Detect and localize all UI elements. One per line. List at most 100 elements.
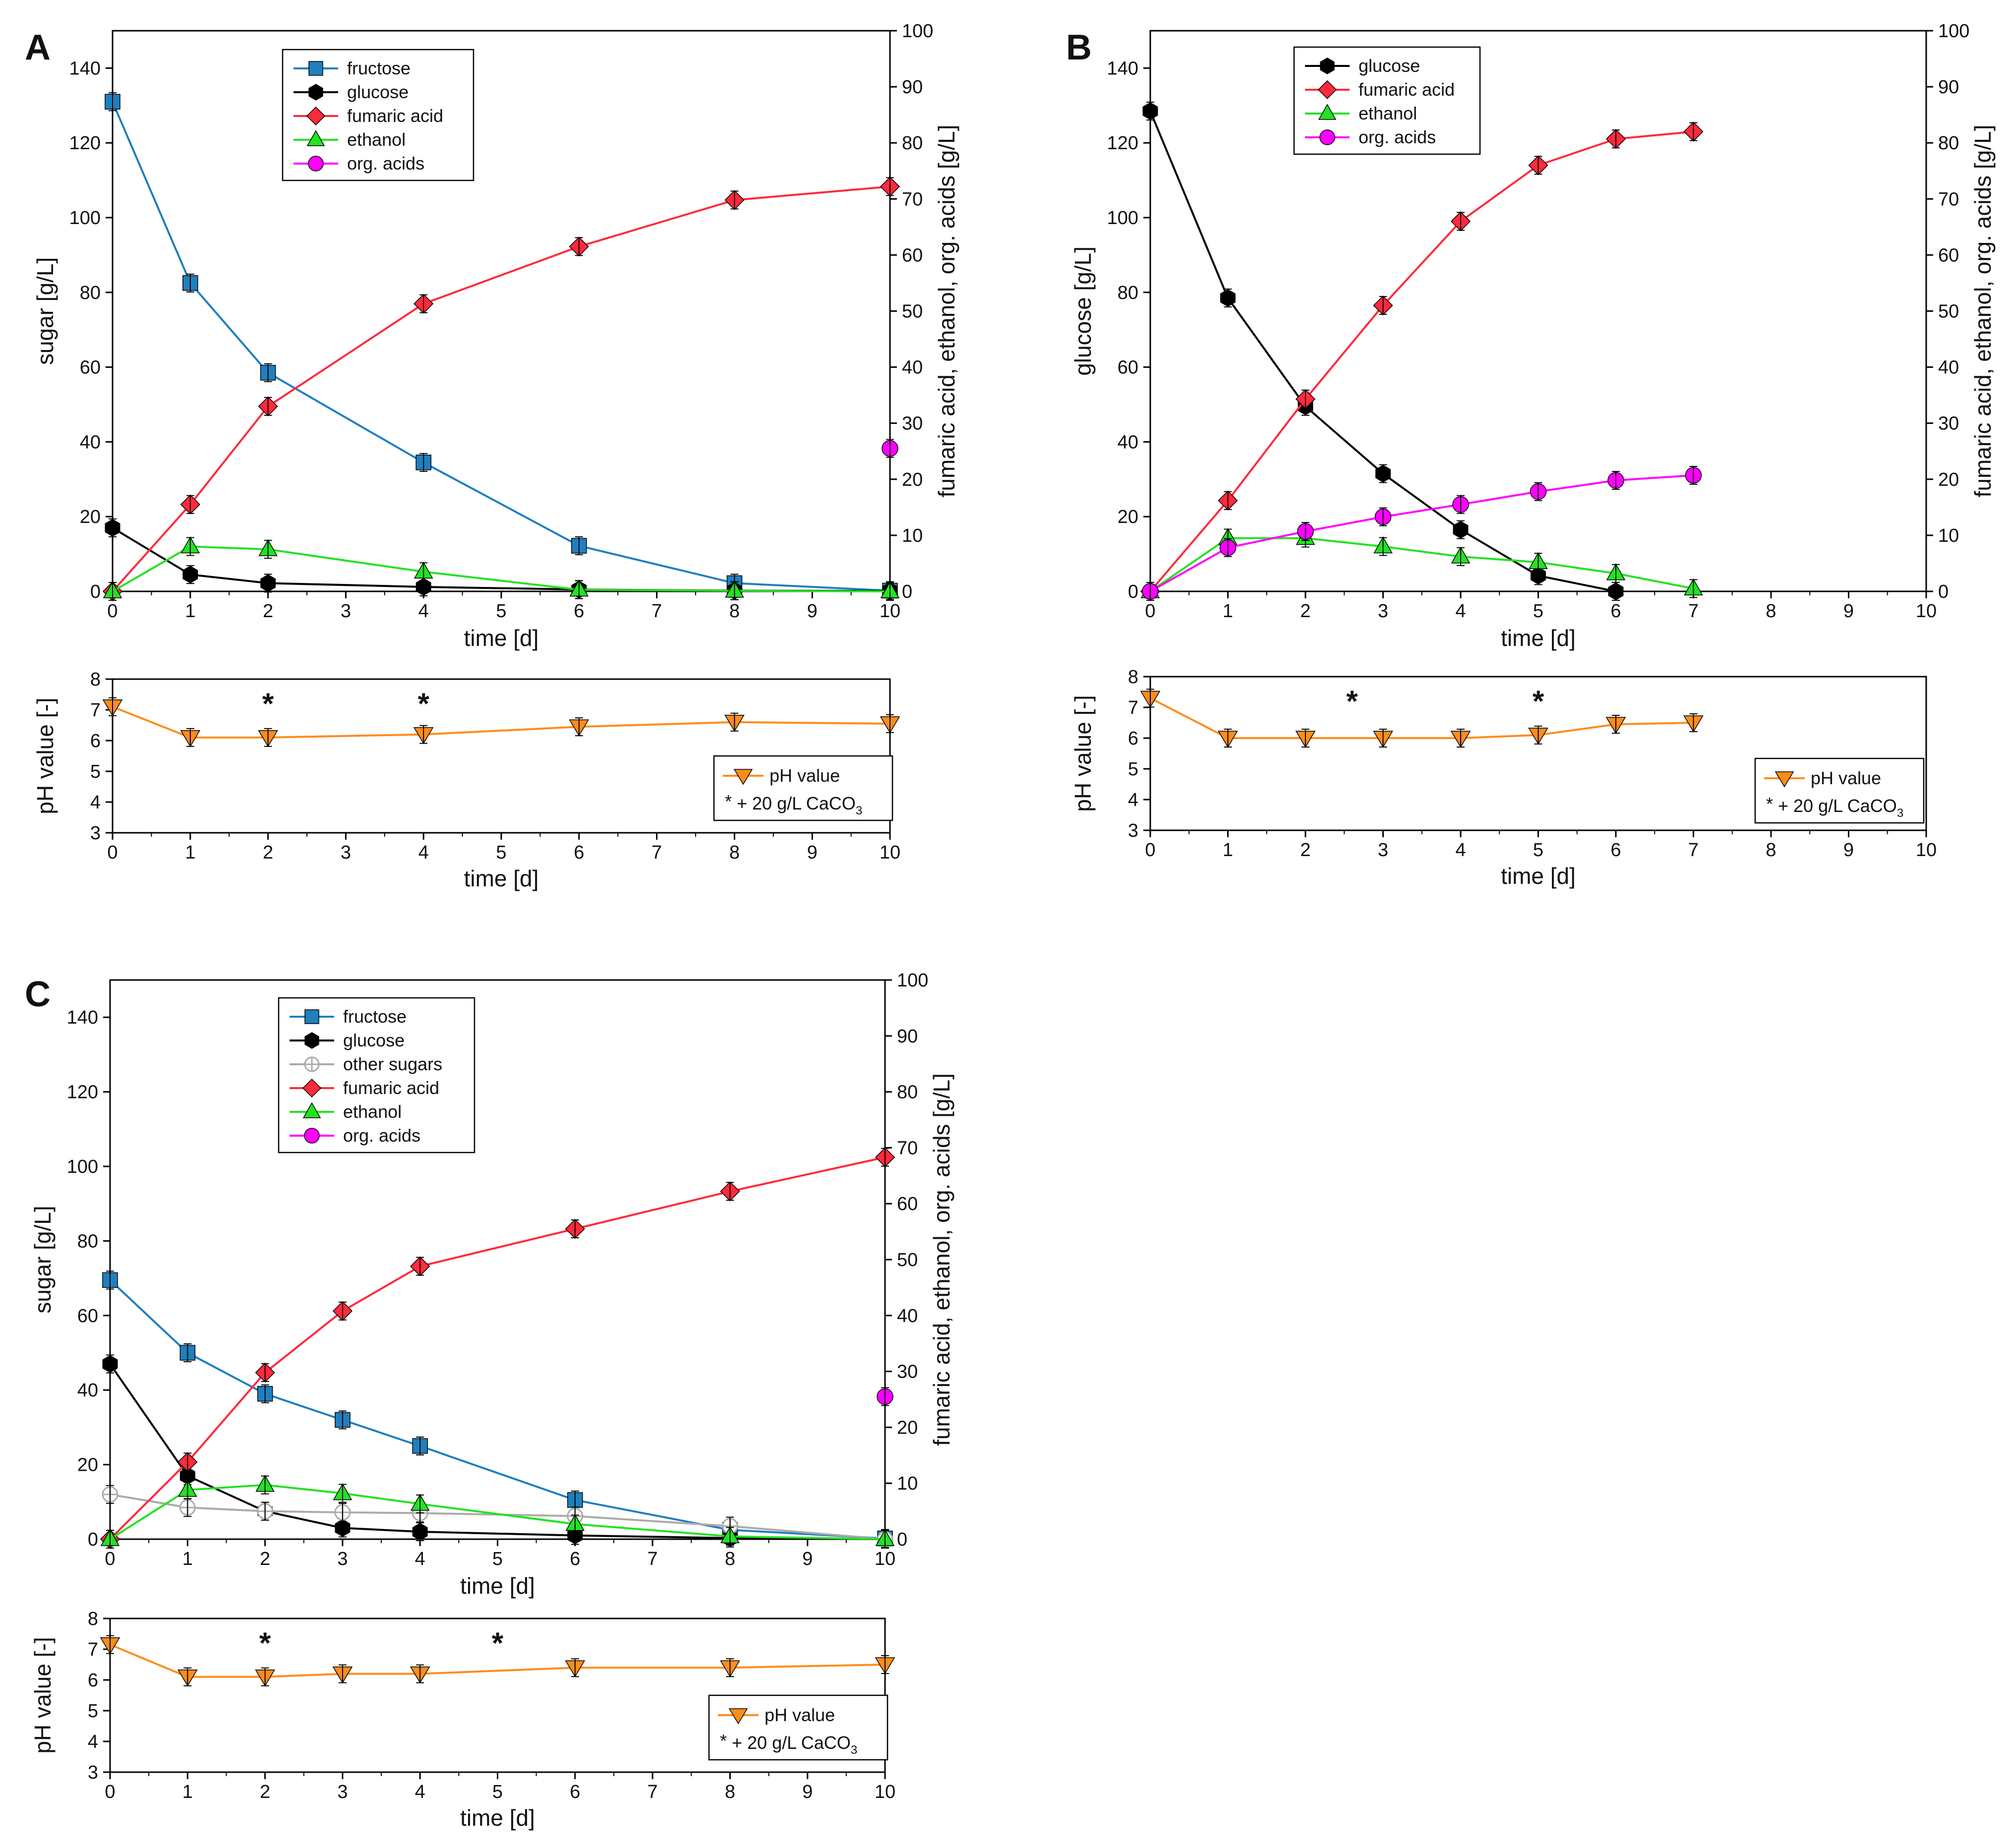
panel-a-ph-legend-marker <box>733 769 753 785</box>
panel-c-legend-label: glucose <box>343 1030 405 1050</box>
panel-a-legend: fructose glucose fumaric acid ethanol org. a… <box>282 49 474 181</box>
panel-c-series-ethanol <box>100 1475 895 1549</box>
panel-b-main-x-tick-label: 2 <box>1300 601 1310 622</box>
panel-a-main-y2-tick-label: 30 <box>902 413 923 434</box>
panel-b-ph-x-tick-label: 7 <box>1688 840 1699 861</box>
panel-c-ph-y-tick-label: 4 <box>88 1732 98 1752</box>
panel-a-y-axis-title: sugar [g/L] <box>32 257 58 365</box>
panel-a-ph-legend-label: pH value <box>769 765 840 786</box>
panel-a-ph-footnote-star: * <box>725 791 732 811</box>
panel-b-main-y-tick-label: 60 <box>1118 357 1138 378</box>
panel-b-ph-y-axis-title: pH value [-] <box>1070 695 1096 811</box>
panel-a-ph-x-tick-label: 2 <box>263 842 273 863</box>
panel-b-main-plot-frame <box>1149 30 1927 592</box>
panel-c-legend-label: fructose <box>343 1006 407 1027</box>
panel-c-legend-marker-0 <box>304 1009 319 1024</box>
panel-c-legend-marker-4 <box>302 1102 321 1118</box>
panel-c-ph-y-axis-title: pH value [-] <box>30 1637 56 1753</box>
panel-c-ph-y-tick-label: 3 <box>88 1762 98 1783</box>
panel-c-line-1 <box>109 1363 886 1540</box>
panel-a-main-x-tick-label: 6 <box>574 601 584 622</box>
panel-a-main-x-tick-label: 0 <box>107 601 118 622</box>
panel-c-main-x-tick-label: 4 <box>415 1549 425 1569</box>
panel-b-main-y-tick-label: 0 <box>1128 581 1138 602</box>
panel-a-ph-y-tick-label: 3 <box>90 823 101 844</box>
panel-a-legend-marker-4 <box>308 156 324 172</box>
panel-b-ph-footnote-text: + 20 g/L CaCO3 <box>1778 796 1903 820</box>
panel-a-ph-x-tick-label: 0 <box>107 842 118 863</box>
panel-a-main-y2-tick-label: 80 <box>902 133 923 154</box>
panel-c-ph-footnote-text: + 20 g/L CaCO3 <box>732 1732 857 1757</box>
panel-c-ph-legend-marker <box>728 1708 748 1725</box>
panel-b-legend-label: ethanol <box>1359 103 1417 123</box>
panel-b-legend-label: fumaric acid <box>1359 79 1455 100</box>
panel-c-ph-x-tick-label: 0 <box>105 1782 115 1802</box>
panel-b-y-axis-title: glucose [g/L] <box>1070 246 1096 376</box>
panel-b-line-3 <box>1150 474 1694 592</box>
panel-b-main-y-tick-label: 100 <box>1107 208 1138 229</box>
panel-a-main-y2-tick-label: 10 <box>902 525 923 546</box>
panel-b-legend-label: glucose <box>1359 56 1420 76</box>
panel-a-main-y2-tick-label: 50 <box>902 301 923 322</box>
panel-b-ph-legend-marker <box>1774 771 1794 788</box>
panel-a-main-plot-frame <box>112 30 891 592</box>
panel-c-main-x-tick-label: 10 <box>875 1549 895 1569</box>
panel-a-legend-label: fumaric acid <box>347 106 443 126</box>
panel-c-main-y2-tick-label: 70 <box>897 1138 918 1158</box>
panel-b-ph-x-tick-label: 9 <box>1843 840 1854 861</box>
panel-c-main-y-tick-label: 140 <box>67 1007 98 1028</box>
panel-c-series-fumaric-acid <box>100 1147 895 1550</box>
panel-c-series-fructose <box>102 1270 893 1548</box>
panel-c-ph-series <box>100 1635 895 1687</box>
panel-c-main-plot-frame <box>109 979 886 1540</box>
panel-a-main-x-tick-label: 3 <box>341 601 351 622</box>
panel-c-ph-legend-box <box>708 1694 888 1761</box>
panel-c-legend-label: ethanol <box>343 1101 402 1122</box>
panel-b-ph-x-tick-label: 5 <box>1533 840 1543 861</box>
panel-b-main-x-tick-label: 0 <box>1145 601 1155 622</box>
panel-c-ph-x-tick-label: 10 <box>875 1782 895 1802</box>
panel-b-main-x-tick-label: 10 <box>1916 601 1937 622</box>
panel-b-main-y2-tick-label: 100 <box>1938 21 1969 42</box>
panel-b-main-y2-tick-label: 70 <box>1938 189 1959 210</box>
panel-c-main-x-tick-label: 8 <box>725 1549 735 1569</box>
panel-a-main-x-tick-label: 4 <box>418 601 429 622</box>
panel-b-ph-y-tick-label: 4 <box>1128 790 1138 810</box>
panel-c-legend-label: fumaric acid <box>343 1078 439 1098</box>
panel-b-ph-y-tick-label: 7 <box>1128 697 1138 718</box>
panel-a-ph-line <box>112 705 890 739</box>
panel-b-ph-y-tick-label: 6 <box>1128 728 1138 749</box>
panel-b-main-x-tick-label: 7 <box>1688 601 1699 622</box>
panel-c-ph-legend-label: pH value <box>765 1705 835 1725</box>
panel-b-main-x-tick-label: 9 <box>1843 601 1854 622</box>
panel-c-main-x-tick-label: 2 <box>260 1549 270 1569</box>
panel-b-ph-x-tick-label: 6 <box>1610 840 1621 861</box>
panel-b-ph-footnote-star: * <box>1766 794 1773 814</box>
panel-a-main-y-tick-label: 80 <box>80 283 101 303</box>
panel-b-ph-y-tick-label: 3 <box>1128 820 1138 841</box>
panel-c-line-3 <box>109 1156 886 1540</box>
panel-c-ph-x-tick-label: 6 <box>570 1782 580 1802</box>
panel-a-legend-label: glucose <box>347 82 409 102</box>
panel-c-main-y2-tick-label: 0 <box>897 1529 907 1550</box>
panel-b-ph-x-tick-label: 10 <box>1916 840 1937 861</box>
panel-c-main-y2-tick-label: 60 <box>897 1194 918 1214</box>
panel-b-x-axis-title: time [d] <box>1501 625 1576 651</box>
panel-a-legend-label: ethanol <box>347 129 406 150</box>
panel-c-ph-x-tick-label: 7 <box>648 1782 658 1802</box>
panel-b-main-y2-tick-label: 60 <box>1938 245 1959 266</box>
panel-b-legend-marker-1 <box>1317 80 1337 100</box>
panel-c-caco3-star-1: * <box>492 1626 504 1660</box>
panel-c-ph-x-tick-label: 5 <box>492 1782 503 1802</box>
panel-a-ph-y-tick-label: 6 <box>90 731 101 751</box>
panel-a-ph-y-tick-label: 5 <box>90 761 101 782</box>
panel-a-main-x-tick-label: 9 <box>807 601 818 622</box>
panel-b-letter: B <box>1066 28 1092 67</box>
panel-c-ph-line <box>110 1643 886 1678</box>
panel-c-legend-marker-2 <box>304 1056 320 1072</box>
panel-c-main-x-tick-label: 9 <box>802 1549 813 1569</box>
panel-a-main-y-tick-label: 20 <box>80 507 101 527</box>
panel-a-ph-x-tick-label: 4 <box>418 842 429 863</box>
panel-c-main-y-tick-label: 60 <box>77 1306 98 1327</box>
